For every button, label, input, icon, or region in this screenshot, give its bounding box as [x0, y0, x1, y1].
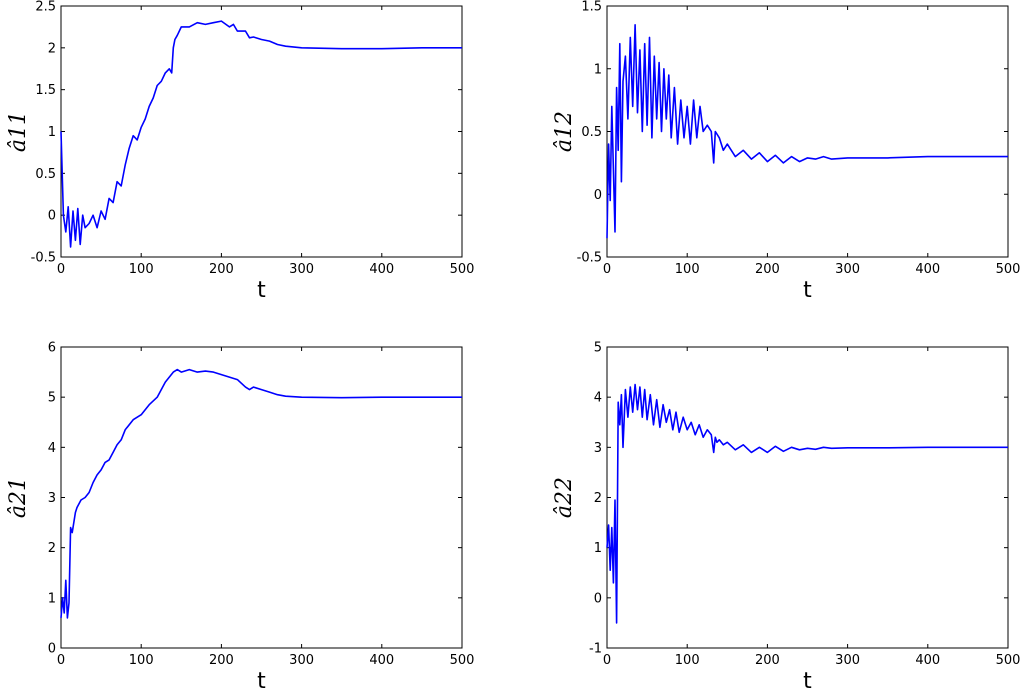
x-axis-label: t	[803, 278, 812, 303]
y-tick-label: 2.5	[35, 0, 56, 15]
y-tick-label: 4	[594, 391, 602, 406]
plot-frame	[60, 346, 463, 649]
x-tick-label: 400	[915, 262, 940, 277]
x-tick-label: 0	[57, 262, 65, 277]
panel-a21: 0 100 200 300 400 500 0 1 2 3 4 5 6 t â21	[6, 341, 474, 695]
x-axis-label: t	[257, 278, 266, 303]
x-tick-label: 200	[209, 262, 234, 277]
y-axis-label: â11	[6, 111, 31, 152]
x-tick-label: 0	[57, 653, 65, 668]
y-tick-label: 5	[594, 341, 602, 356]
x-tick-label: 300	[835, 653, 860, 668]
x-tick-label: 300	[289, 262, 314, 277]
plot-frame	[606, 346, 1009, 649]
y-axis-label: â12	[552, 111, 577, 152]
x-tick-label: 400	[369, 653, 394, 668]
x-tick-label: 500	[450, 653, 475, 668]
plot-frame	[606, 5, 1009, 258]
y-tick-label: 0.5	[35, 167, 56, 182]
x-tick-label: 500	[450, 262, 475, 277]
x-tick-label: 200	[755, 653, 780, 668]
x-tick-label: 100	[129, 262, 154, 277]
y-tick-label: 0	[594, 188, 602, 203]
x-tick-label: 100	[675, 653, 700, 668]
y-tick-label: -1	[589, 642, 602, 657]
y-tick-label: 2	[594, 491, 602, 506]
x-tick-label: 400	[915, 653, 940, 668]
y-tick-label: 1	[594, 62, 602, 77]
series-line	[60, 368, 462, 619]
y-tick-label: 1	[48, 591, 56, 606]
y-tick-label: 1.5	[35, 83, 56, 98]
y-tick-label: 0	[48, 209, 56, 224]
y-tick-label: -0.5	[577, 251, 602, 266]
series-line	[60, 20, 462, 248]
y-tick-label: 0	[48, 642, 56, 657]
x-tick-label: 0	[603, 653, 611, 668]
x-tick-label: 300	[289, 653, 314, 668]
y-axis-label: â21	[6, 477, 31, 518]
y-tick-label: 1	[48, 125, 56, 140]
y-tick-label: 3	[594, 441, 602, 456]
y-tick-label: 2	[48, 41, 56, 56]
y-tick-label: 0	[594, 591, 602, 606]
x-tick-label: 500	[996, 262, 1021, 277]
y-tick-label: 4	[48, 441, 56, 456]
series-line	[606, 383, 1008, 624]
y-tick-label: 0.5	[581, 125, 602, 140]
x-tick-label: 400	[369, 262, 394, 277]
y-tick-label: 5	[48, 391, 56, 406]
x-tick-label: 100	[129, 653, 154, 668]
plot-frame	[60, 5, 463, 258]
y-tick-label: 2	[48, 541, 56, 556]
x-tick-label: 0	[603, 262, 611, 277]
y-tick-label: 1.5	[581, 0, 602, 15]
y-tick-label: 1	[594, 541, 602, 556]
y-axis-label: â22	[552, 477, 577, 518]
y-tick-label: -0.5	[31, 251, 56, 266]
x-tick-label: 500	[996, 653, 1021, 668]
x-tick-label: 200	[755, 262, 780, 277]
x-axis-label: t	[803, 669, 812, 694]
x-tick-label: 200	[209, 653, 234, 668]
x-tick-label: 300	[835, 262, 860, 277]
y-tick-label: 3	[48, 491, 56, 506]
x-axis-label: t	[257, 669, 266, 694]
series-line	[606, 23, 1008, 239]
y-tick-label: 6	[48, 341, 56, 356]
x-tick-label: 100	[675, 262, 700, 277]
